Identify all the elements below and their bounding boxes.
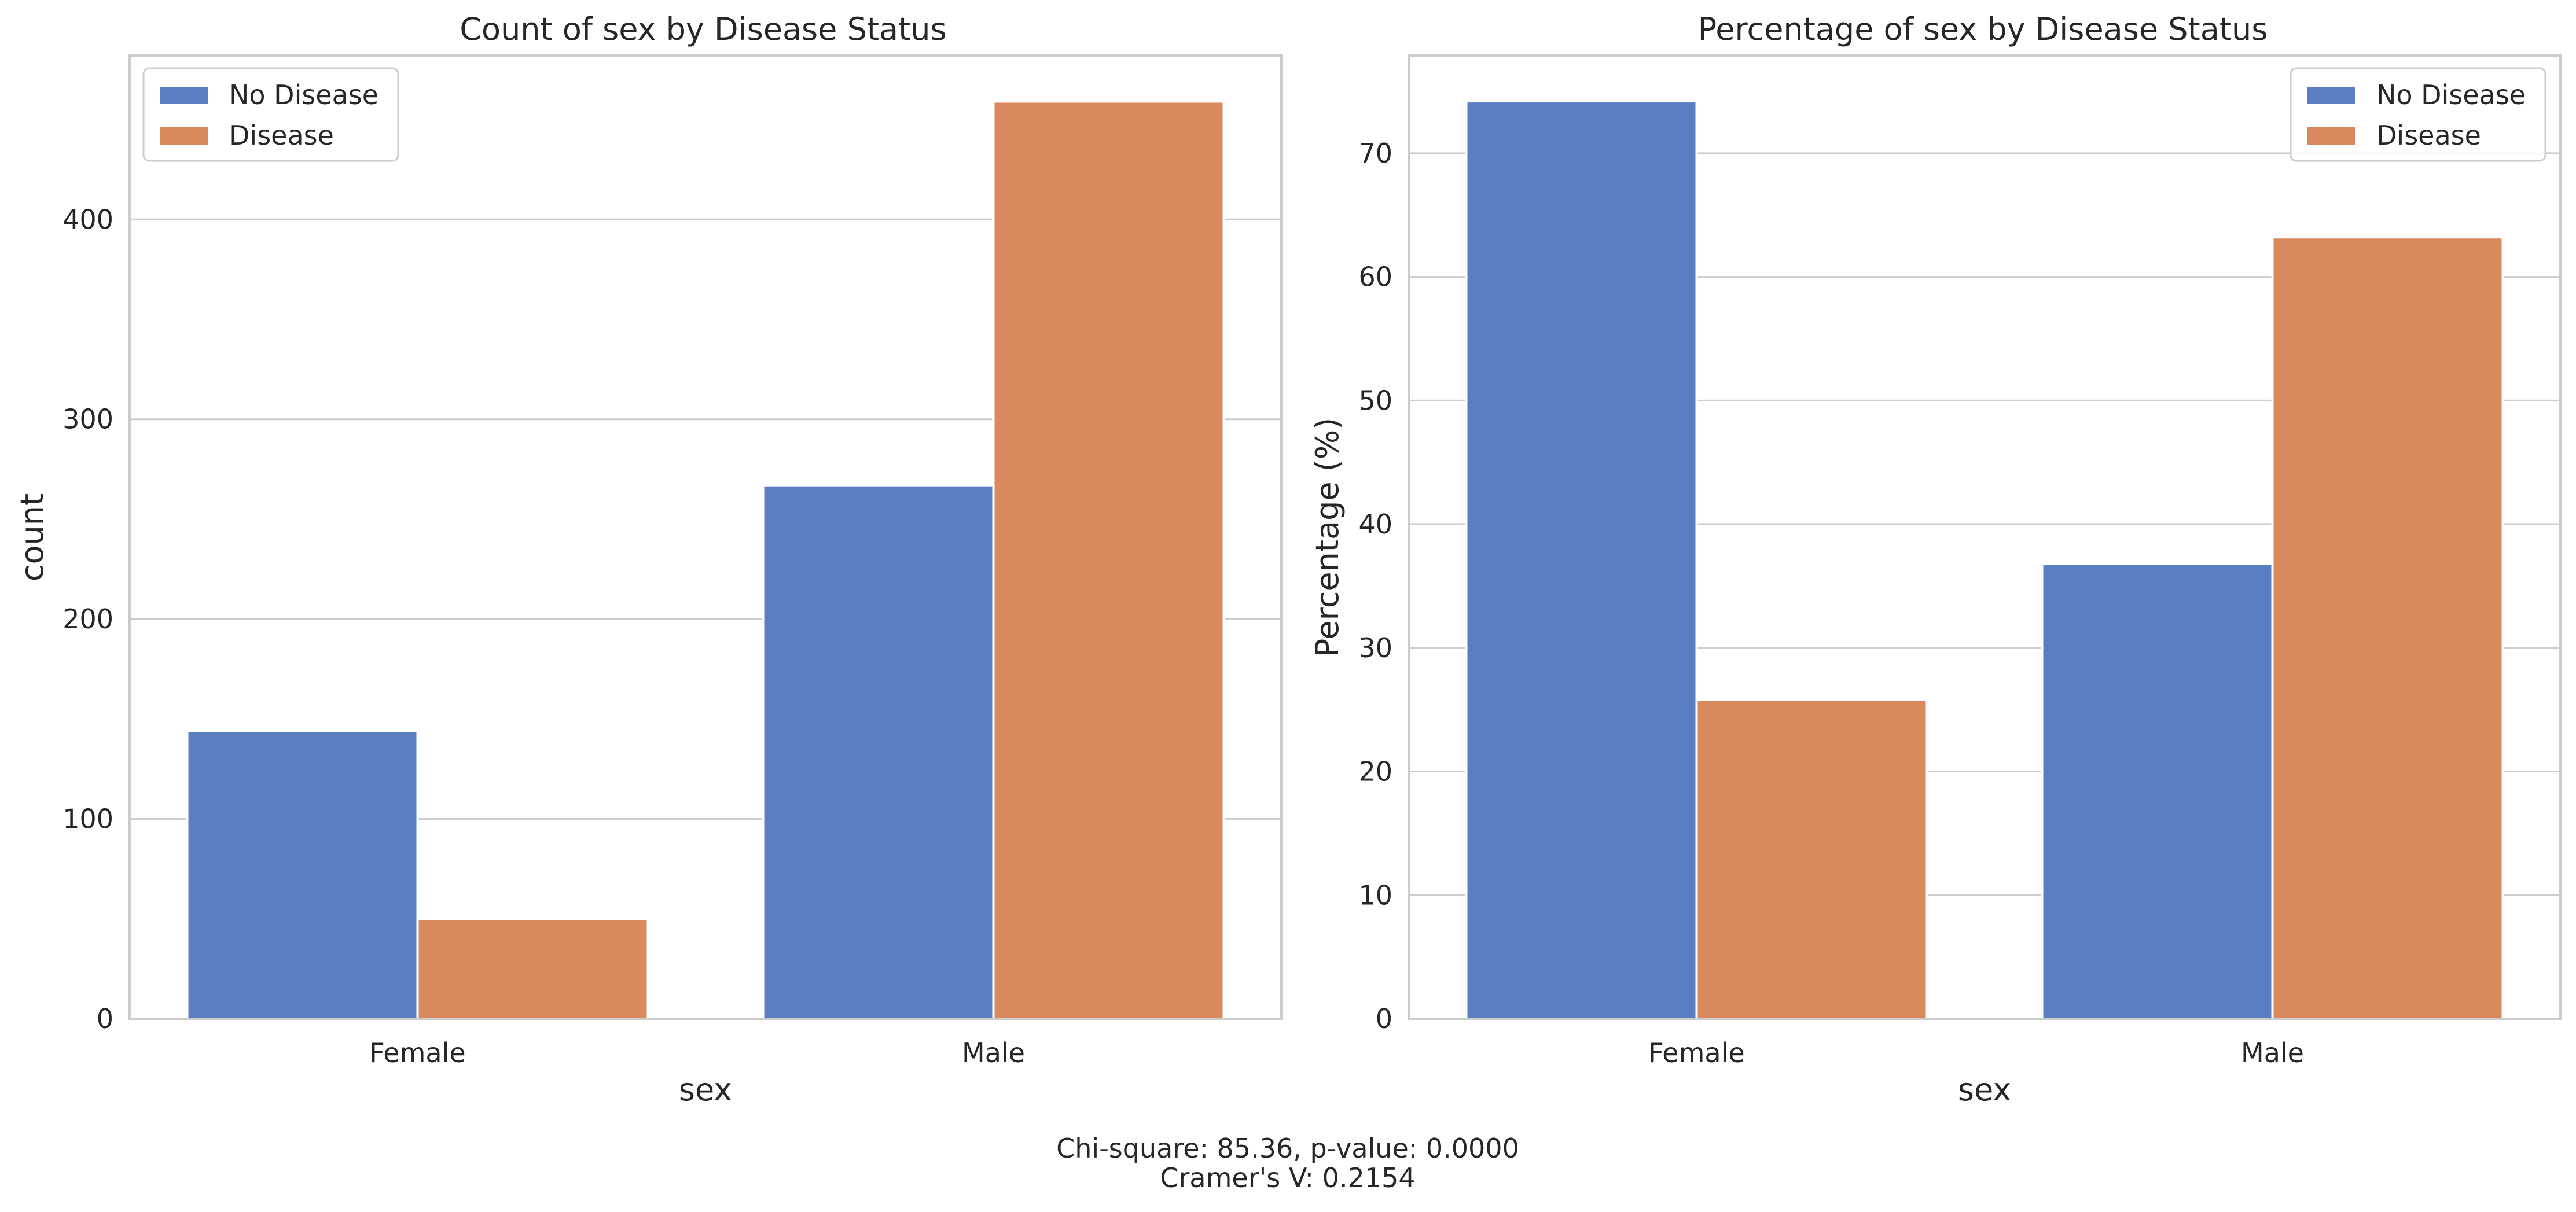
chart-count-y-ticks: 0 100 200 300 400 — [63, 204, 113, 1034]
y-tick-label: 70 — [1358, 138, 1392, 169]
chart-count-frame — [128, 54, 1283, 1020]
legend-label: Disease — [229, 120, 334, 151]
y-tick-label: 50 — [1358, 385, 1392, 416]
y-tick-label: 20 — [1358, 756, 1392, 787]
y-tick-label: 30 — [1358, 632, 1392, 664]
bar-female-no-disease — [1465, 100, 1698, 1020]
chart-percentage-x-axis-label: sex — [1958, 1071, 2011, 1108]
bar-female-disease — [1695, 698, 1928, 1020]
legend-swatch — [160, 87, 208, 104]
y-tick-label: 0 — [97, 1003, 113, 1034]
chart-percentage-x-ticks: Female Male — [1648, 1037, 2304, 1069]
x-tick-label: Male — [962, 1037, 1025, 1069]
bar-male-no-disease — [2041, 562, 2274, 1020]
bar-male-no-disease — [762, 484, 995, 1020]
y-tick-label: 200 — [63, 603, 113, 635]
bar-male-disease — [992, 100, 1225, 1021]
chart-percentage-bars — [1465, 100, 2504, 1020]
chart-percentage-legend: No Disease Disease — [2290, 67, 2546, 162]
y-tick-label: 100 — [63, 804, 113, 835]
x-tick-label: Female — [369, 1037, 465, 1069]
chart-count-bars — [186, 100, 1225, 1021]
chart-count-panel: Count of sex by Disease Status 0 100 200 30… — [14, 11, 1283, 1108]
legend-swatch — [2307, 127, 2355, 145]
legend-label: Disease — [2376, 120, 2481, 151]
chart-count-title: Count of sex by Disease Status — [460, 11, 946, 47]
bar-male-disease — [2271, 236, 2504, 1020]
y-tick-label: 60 — [1358, 261, 1392, 293]
chart-count-x-axis-label: sex — [679, 1071, 732, 1108]
stats-footnote-line1: Chi-square: 85.36, p-value: 0.0000 — [1056, 1133, 1519, 1164]
x-tick-label: Male — [2241, 1037, 2304, 1069]
x-tick-label: Female — [1648, 1037, 1744, 1069]
chart-percentage-title: Percentage of sex by Disease Status — [1698, 11, 2268, 47]
legend-swatch — [2307, 87, 2355, 104]
chart-percentage-y-axis-label: Percentage (%) — [1309, 418, 1346, 657]
chart-percentage-y-ticks: 0 10 20 30 40 50 60 70 — [1358, 138, 1392, 1034]
chart-percentage-panel: Percentage of sex by Disease Status 0 10 2… — [1309, 11, 2562, 1108]
y-tick-label: 40 — [1358, 509, 1392, 540]
stats-footnote-line2: Cramer's V: 0.2154 — [1160, 1162, 1415, 1193]
legend-label: No Disease — [2376, 79, 2526, 110]
bar-female-disease — [416, 918, 649, 1020]
chart-count-y-axis-label: count — [14, 493, 50, 581]
y-tick-label: 300 — [63, 404, 113, 435]
y-tick-label: 400 — [63, 204, 113, 235]
legend-label: No Disease — [229, 79, 379, 110]
chart-percentage-frame — [1408, 54, 2562, 1020]
legend-swatch — [160, 127, 208, 145]
bar-female-no-disease — [186, 730, 419, 1021]
y-tick-label: 10 — [1358, 879, 1392, 911]
chart-count-legend: No Disease Disease — [142, 67, 399, 162]
y-tick-label: 0 — [1376, 1003, 1392, 1034]
chart-count-x-ticks: Female Male — [369, 1037, 1025, 1069]
